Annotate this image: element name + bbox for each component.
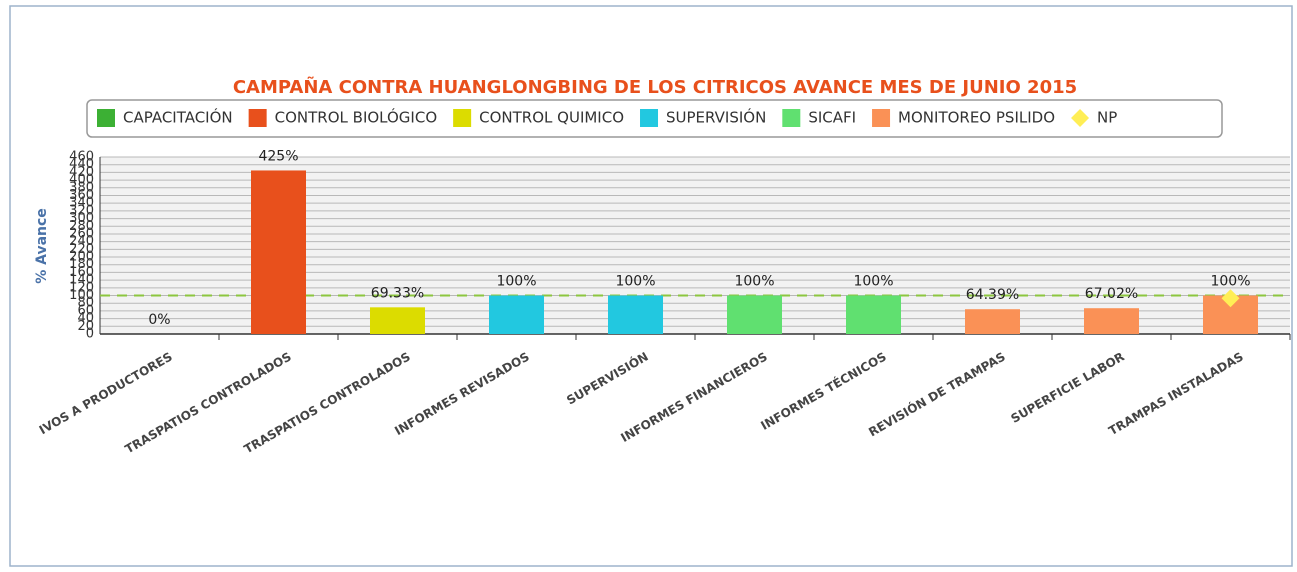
legend-swatch bbox=[248, 109, 267, 127]
bar bbox=[608, 295, 663, 334]
y-tick-label: 300 bbox=[69, 211, 94, 226]
value-label: 100% bbox=[496, 274, 536, 290]
y-axis-label: % Avance bbox=[34, 208, 50, 284]
y-tick-label: 240 bbox=[69, 234, 94, 249]
value-label: 67.02% bbox=[1085, 286, 1138, 302]
y-tick-label: 260 bbox=[69, 226, 94, 241]
y-tick-label: 140 bbox=[69, 273, 94, 288]
bar bbox=[846, 295, 901, 334]
legend-swatch bbox=[782, 109, 801, 127]
marker bbox=[1221, 289, 1240, 308]
y-tick-label: 320 bbox=[69, 203, 94, 218]
value-label: 100% bbox=[734, 274, 774, 290]
bar bbox=[965, 309, 1020, 334]
legend-swatch bbox=[97, 109, 115, 127]
y-tick-label: 340 bbox=[69, 196, 94, 211]
y-tick-label: 0 bbox=[86, 327, 94, 342]
y-tick-label: 200 bbox=[69, 250, 94, 265]
legend-label: CONTROL QUIMICO bbox=[479, 109, 624, 127]
y-tick-label: 20 bbox=[77, 319, 94, 334]
y-tick-label: 120 bbox=[69, 280, 94, 295]
y-tick-label: 440 bbox=[69, 157, 94, 172]
y-tick-label: 160 bbox=[69, 265, 94, 280]
legend-label: CAPACITACIÓN bbox=[123, 108, 233, 127]
value-label: 100% bbox=[615, 274, 655, 290]
bar bbox=[727, 295, 782, 334]
legend-label: SUPERVISIÓN bbox=[666, 108, 766, 127]
value-label: 100% bbox=[853, 274, 893, 290]
legend-swatch bbox=[640, 109, 659, 127]
y-tick-label: 280 bbox=[69, 219, 94, 234]
value-label: 100% bbox=[1210, 274, 1250, 290]
legend-marker bbox=[1071, 109, 1090, 127]
legend-swatch bbox=[453, 109, 472, 127]
legend-label: NP bbox=[1097, 109, 1117, 127]
bar bbox=[1084, 308, 1139, 334]
bar bbox=[489, 295, 544, 334]
value-label: 64.39% bbox=[966, 287, 1019, 303]
y-tick-label: 180 bbox=[69, 257, 94, 272]
y-tick-label: 420 bbox=[69, 165, 94, 180]
value-label: 69.33% bbox=[371, 285, 424, 301]
legend-label: MONITOREO PSILIDO bbox=[898, 109, 1055, 127]
y-tick-label: 80 bbox=[77, 296, 94, 311]
legend-label: CONTROL BIOLÓGICO bbox=[275, 108, 438, 127]
y-tick-label: 400 bbox=[69, 173, 94, 188]
y-tick-label: 380 bbox=[69, 180, 94, 195]
legend-label: SICAFI bbox=[808, 109, 856, 127]
bar bbox=[370, 307, 425, 334]
value-label: 0% bbox=[148, 312, 170, 328]
chart-title: CAMPAÑA CONTRA HUANGLONGBING DE LOS CITR… bbox=[233, 75, 1077, 98]
bar bbox=[251, 170, 306, 334]
y-tick-label: 460 bbox=[69, 150, 94, 165]
y-tick-label: 100 bbox=[69, 288, 94, 303]
legend-swatch bbox=[872, 109, 891, 127]
y-tick-label: 60 bbox=[77, 303, 94, 318]
y-tick-label: 40 bbox=[77, 311, 94, 326]
y-tick-label: 360 bbox=[69, 188, 94, 203]
y-tick-label: 220 bbox=[69, 242, 94, 257]
value-label: 425% bbox=[258, 148, 298, 164]
